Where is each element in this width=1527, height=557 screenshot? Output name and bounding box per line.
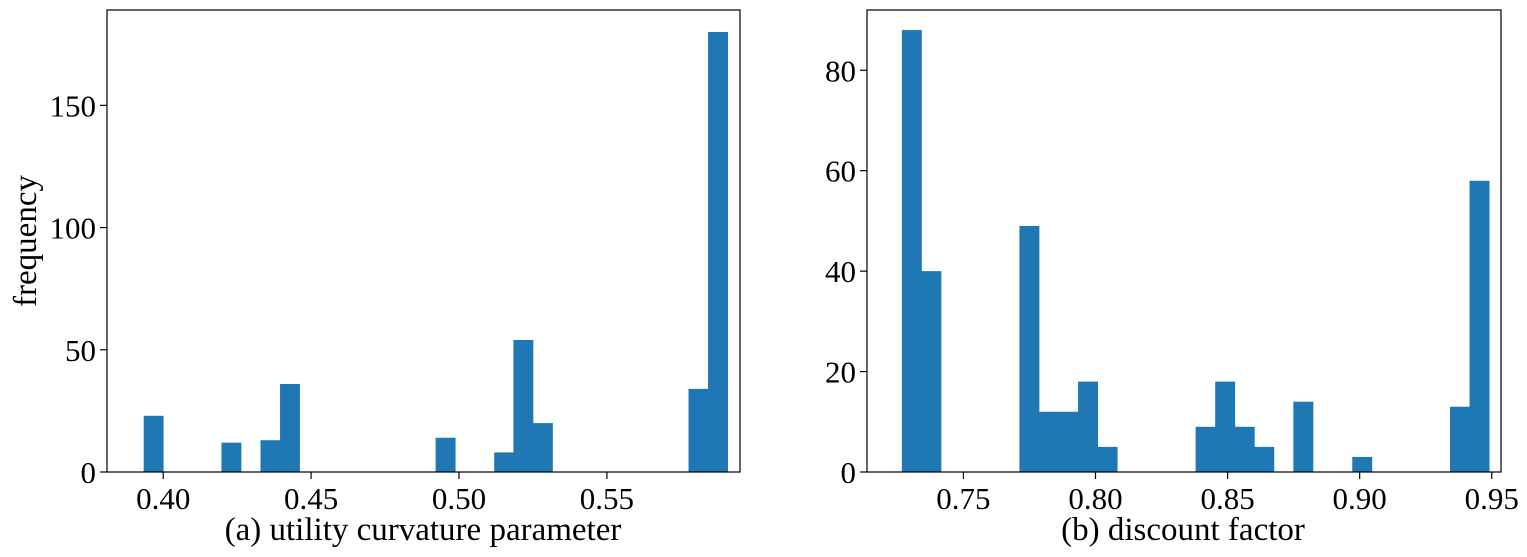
y-axis-ticks-discount-factor: 0 20 40 60 80 xyxy=(825,53,867,490)
histogram-bar xyxy=(1058,411,1079,472)
histogram-bar xyxy=(513,340,534,472)
histogram-bar xyxy=(1195,426,1216,472)
y-tick-label: 100 xyxy=(50,211,97,246)
y-tick-label: 20 xyxy=(825,355,856,390)
x-tick-label: 0.40 xyxy=(136,481,190,516)
x-tick-label: 0.55 xyxy=(580,481,634,516)
bars-utility-curvature xyxy=(143,32,728,472)
x-tick-label: 0.80 xyxy=(1068,481,1122,516)
histogram-bar xyxy=(280,384,300,472)
y-tick-label: 0 xyxy=(841,455,857,490)
y-tick-label: 50 xyxy=(65,333,96,368)
histogram-bar xyxy=(532,423,553,472)
histogram-utility-curvature: 0.40 0.45 0.50 0.55 0 50 100 150 (a) utility c… xyxy=(8,9,741,548)
bars-discount-factor xyxy=(901,30,1490,473)
x-tick-label: 0.45 xyxy=(284,481,338,516)
histogram-bar xyxy=(435,437,456,472)
x-axis-ticks-utility-curvature: 0.40 0.45 0.50 0.55 xyxy=(136,472,634,516)
histogram-bar xyxy=(921,271,942,472)
y-tick-label: 0 xyxy=(81,455,97,490)
histogram-bar xyxy=(901,30,922,473)
histogram-bar xyxy=(494,452,515,472)
histogram-bar xyxy=(1078,381,1099,472)
histogram-bar xyxy=(221,442,242,472)
y-tick-label: 60 xyxy=(825,154,856,189)
y-axis-ticks-utility-curvature: 0 50 100 150 xyxy=(50,88,107,490)
histogram-bar xyxy=(143,415,164,472)
x-axis-ticks-discount-factor: 0.75 0.80 0.85 0.90 0.95 xyxy=(936,472,1519,516)
histogram-bar xyxy=(1038,411,1059,472)
x-tick-label: 0.75 xyxy=(936,481,990,516)
x-tick-label: 0.90 xyxy=(1333,481,1387,516)
x-tick-label: 0.85 xyxy=(1200,481,1254,516)
histogram-bar xyxy=(1293,401,1314,472)
histogram-bar xyxy=(1254,446,1275,472)
histogram-bar xyxy=(688,388,709,472)
x-tick-label: 0.50 xyxy=(432,481,486,516)
histogram-discount-factor: 0.75 0.80 0.85 0.90 0.95 0 20 40 60 80 (b) disco… xyxy=(825,9,1519,548)
histogram-bar xyxy=(1469,180,1490,473)
x-axis-label-discount-factor: (b) discount factor xyxy=(1061,512,1305,548)
plot-frame-discount-factor xyxy=(866,9,1502,473)
x-tick-label: 0.95 xyxy=(1465,481,1519,516)
histogram-bar xyxy=(1234,426,1255,472)
histogram-bar xyxy=(260,440,281,472)
histogram-bar xyxy=(1352,456,1373,472)
histogram-bar xyxy=(1019,225,1040,472)
y-tick-label: 150 xyxy=(50,88,97,123)
y-tick-label: 40 xyxy=(825,254,856,289)
x-axis-label-utility-curvature: (a) utility curvature parameter xyxy=(225,512,622,548)
histogram-bar xyxy=(708,32,728,472)
plot-frame-utility-curvature xyxy=(106,9,741,473)
histogram-bar xyxy=(1215,381,1236,472)
y-axis-label-frequency: frequency xyxy=(8,175,44,307)
histogram-bar xyxy=(1450,406,1470,472)
y-tick-label: 80 xyxy=(825,53,856,88)
histogram-bar xyxy=(1097,446,1118,472)
